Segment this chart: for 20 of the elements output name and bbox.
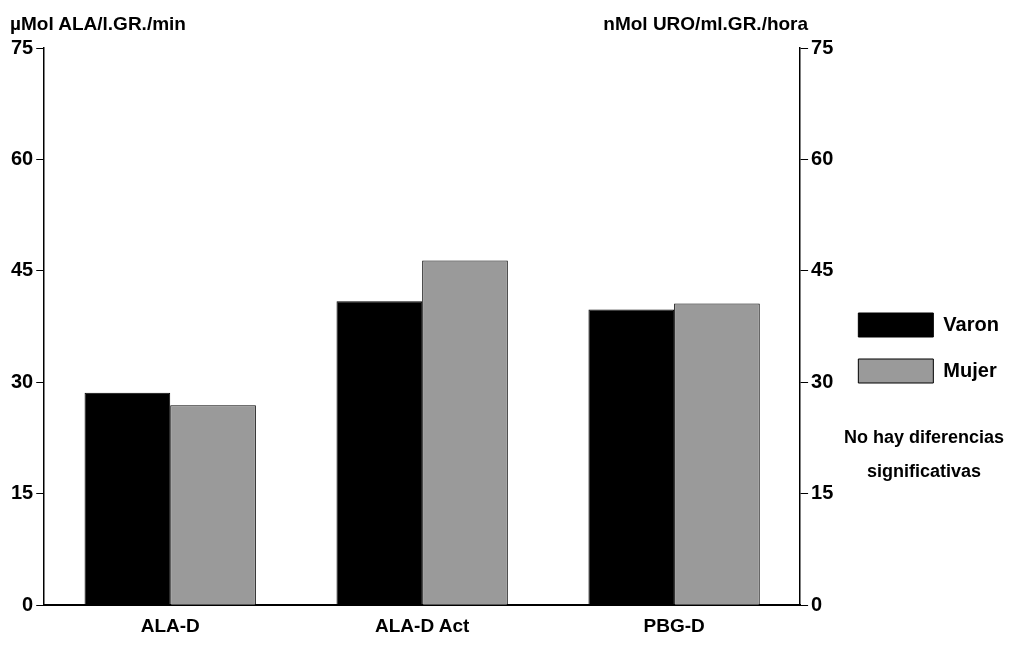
text: No hay diferencias significativas [843, 427, 1004, 481]
y-tick-label: 60 [11, 146, 34, 169]
y2-tick-label: 15 [811, 481, 834, 504]
legend-label: Varon [943, 312, 999, 335]
y-tick-label: 45 [11, 258, 34, 281]
x-tick-label: ALA-D Act [375, 614, 470, 636]
y2-axis-title: nMol URO/ml.GR./hora [603, 13, 809, 34]
y2-tick-label: 60 [811, 146, 834, 169]
y2-tick-label: 30 [811, 369, 834, 392]
y-tick-label: 75 [11, 35, 34, 58]
y-tick-label: 15 [11, 481, 34, 504]
legend-label: Mujer [943, 358, 997, 381]
y2-tick-label: 45 [811, 258, 834, 281]
y2-tick-label: 0 [811, 592, 823, 615]
x-tick-label: PBG-D [643, 614, 705, 636]
y-axis-title: µMol ALA/l.GR./min [10, 13, 186, 34]
y-tick-label: 30 [11, 369, 34, 392]
x-tick-label: ALA-D [140, 614, 200, 636]
y2-tick-label: 75 [811, 35, 834, 58]
y-tick-label: 0 [22, 592, 34, 615]
